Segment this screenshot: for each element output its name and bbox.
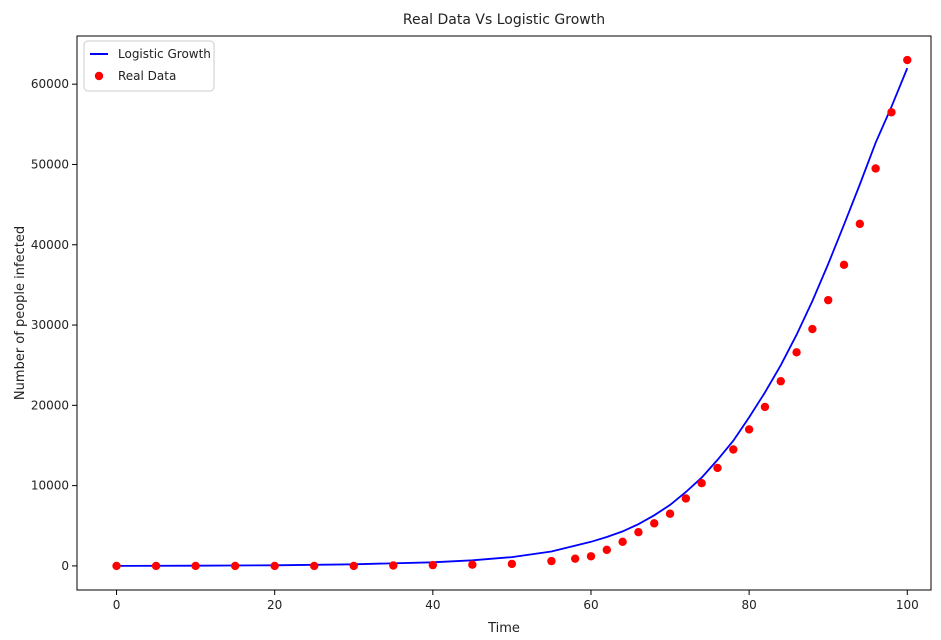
y-tick-label: 40000 [31,238,69,252]
data-point [310,561,319,571]
x-tick-label: 60 [583,598,598,612]
data-point [760,402,770,412]
data-point [151,561,161,571]
data-point [808,324,817,334]
data-point [713,463,722,473]
data-point [602,545,611,555]
data-point [270,561,279,571]
data-point [570,554,580,563]
y-tick-label: 30000 [31,318,69,332]
data-point [618,537,627,547]
y-tick-label: 10000 [31,479,69,493]
x-tick-label: 40 [425,598,440,612]
y-tick-label: 0 [61,559,69,573]
y-tick-label: 50000 [31,157,69,171]
y-tick-label: 60000 [31,77,69,91]
data-point [428,560,438,570]
data-point [634,527,643,537]
x-tick-label: 80 [741,598,756,612]
data-point [349,561,358,571]
plot-frame [76,35,932,591]
data-point [697,479,706,488]
data-point [507,559,517,569]
series-line-logistic-growth [116,67,909,567]
data-point [112,561,121,571]
data-point [230,561,240,571]
y-tick-label: 20000 [31,398,69,412]
x-tick-label: 20 [267,598,282,612]
legend-box [83,40,215,92]
data-point [389,561,398,570]
data-point [744,425,754,434]
x-tick-label: 0 [113,598,121,612]
data-point [729,445,738,454]
legend-dot-swatch [94,71,104,81]
data-point [468,560,477,569]
data-point [855,219,865,229]
x-tick-label: 100 [896,598,919,612]
legend: Logistic Growth Real Data [83,40,215,92]
data-point [824,295,833,305]
legend-label-logistic-growth: Logistic Growth [118,47,211,61]
data-point [792,348,801,357]
chart-title: Real Data Vs Logistic Growth [403,12,605,28]
y-axis-label: Number of people infected [13,226,28,400]
data-point [191,561,200,571]
data-point [903,55,912,65]
legend-label-real-data: Real Data [118,69,176,83]
data-point [547,556,556,566]
data-point [887,108,896,117]
data-point [650,519,659,528]
data-point [776,377,785,386]
axes-layer: 0 20 40 60 80 100 0 10000 20000 30000 40000 50000 60… [31,35,932,612]
series-layer [112,55,912,571]
data-point [871,164,880,173]
data-point [665,509,675,518]
data-point [586,552,596,561]
data-point [681,494,691,503]
data-point [839,260,849,270]
x-axis-label: Time [487,621,520,636]
